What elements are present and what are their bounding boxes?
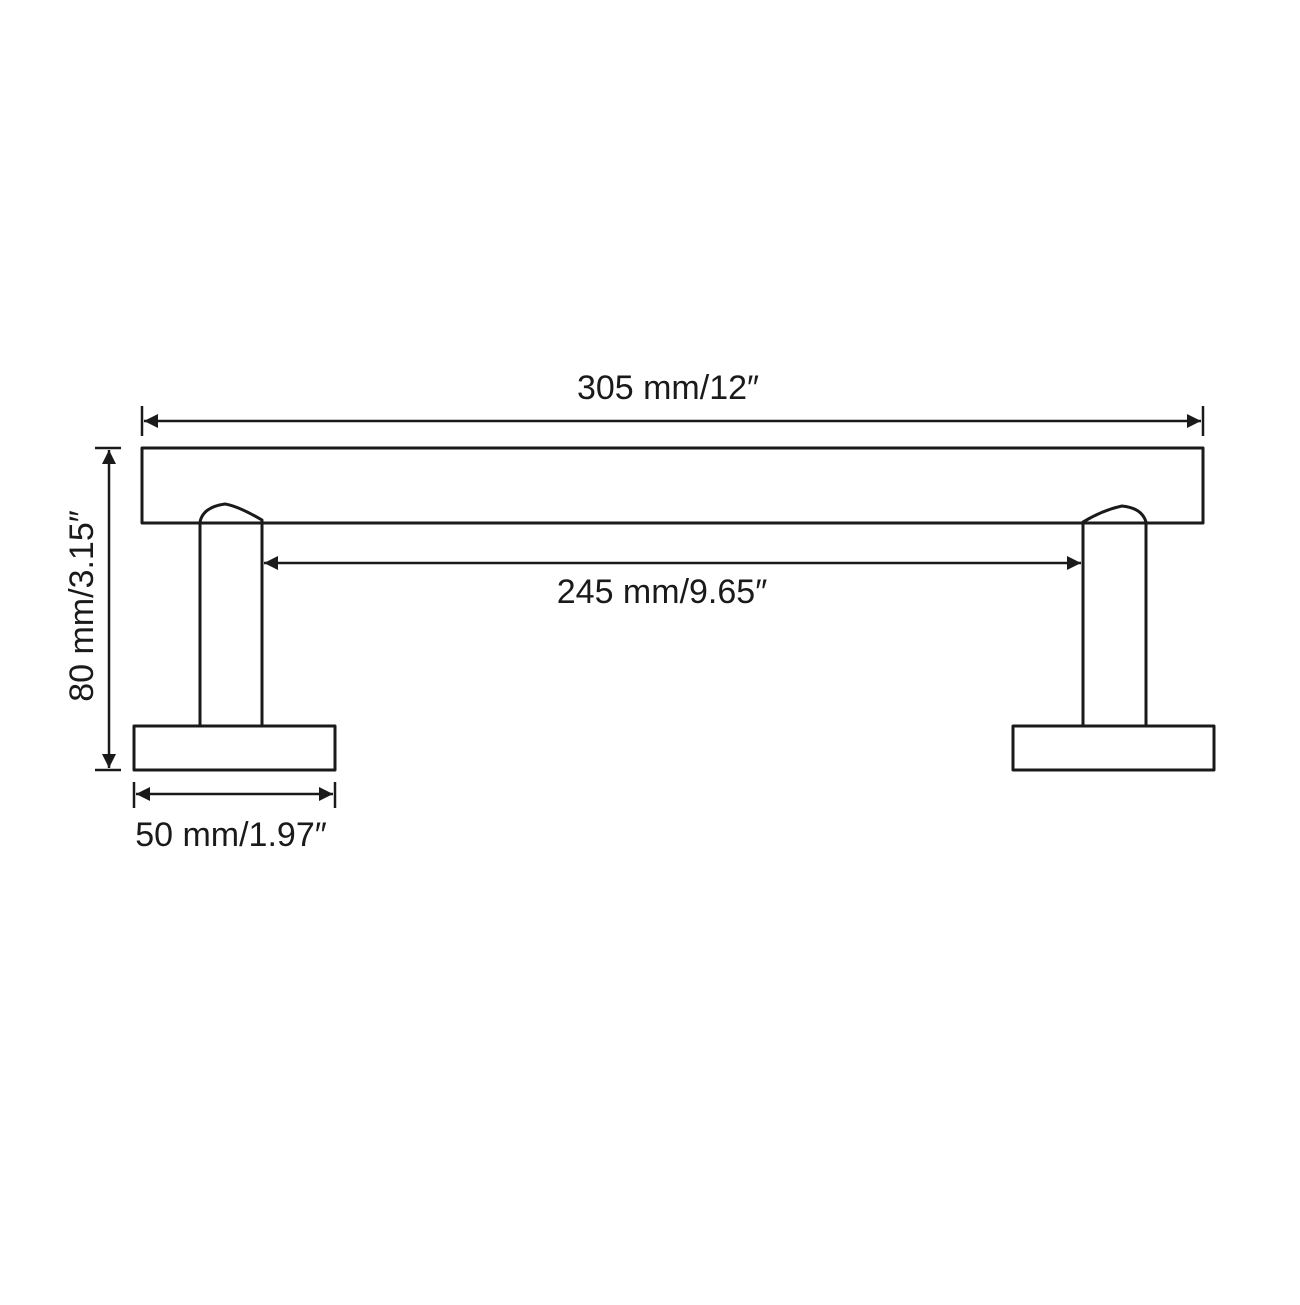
- top-bar: [140, 446, 1205, 525]
- left-post: [198, 502, 264, 726]
- overall-length-label: 305 mm/12″: [577, 369, 759, 407]
- right-post: [1081, 504, 1148, 726]
- height-label: 80 mm/3.15″: [63, 510, 101, 702]
- inner-length-label: 245 mm/9.65″: [557, 573, 767, 611]
- right-base: [1011, 724, 1216, 772]
- left-base: [132, 724, 337, 772]
- base-width-label: 50 mm/1.97″: [135, 816, 327, 854]
